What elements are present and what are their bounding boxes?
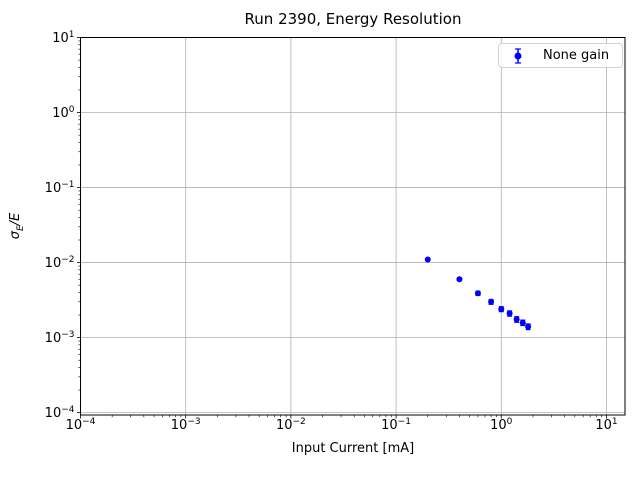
- y-tick-label: 10−2: [45, 255, 75, 271]
- chart-title: Run 2390, Energy Resolution: [244, 10, 462, 28]
- data-point: [474, 290, 481, 297]
- errorbar-marker-icon: [514, 47, 522, 64]
- data-point: [488, 298, 495, 305]
- x-tick-label: 100: [490, 417, 513, 433]
- x-tick-label: 10−1: [381, 417, 411, 433]
- x-tick-label: 10−2: [276, 417, 306, 433]
- data-point: [519, 319, 526, 326]
- x-tick-label: 101: [595, 417, 617, 433]
- legend-label: None gain: [543, 48, 610, 63]
- data-point: [456, 276, 463, 283]
- data-point: [506, 310, 513, 317]
- data-point: [498, 306, 505, 313]
- y-tick-label: 10−3: [45, 330, 75, 346]
- axes-frame: [80, 37, 626, 416]
- ylabel-subscript: E: [15, 225, 26, 232]
- data-point: [424, 256, 431, 263]
- y-axis-label: σE/E: [8, 213, 26, 240]
- ylabel-rest: /E: [8, 212, 24, 226]
- x-tick-label: 10−3: [171, 417, 201, 433]
- y-tick-label: 101: [52, 30, 74, 46]
- x-axis-label: Input Current [mA]: [291, 441, 415, 456]
- ylabel-sigma: σ: [8, 231, 24, 240]
- data-point: [525, 323, 532, 330]
- x-tick-label: 10−4: [66, 417, 96, 433]
- y-tick-label: 100: [52, 105, 75, 121]
- y-tick-label: 10−1: [45, 180, 75, 196]
- legend: None gain: [498, 43, 623, 68]
- data-point: [513, 316, 520, 323]
